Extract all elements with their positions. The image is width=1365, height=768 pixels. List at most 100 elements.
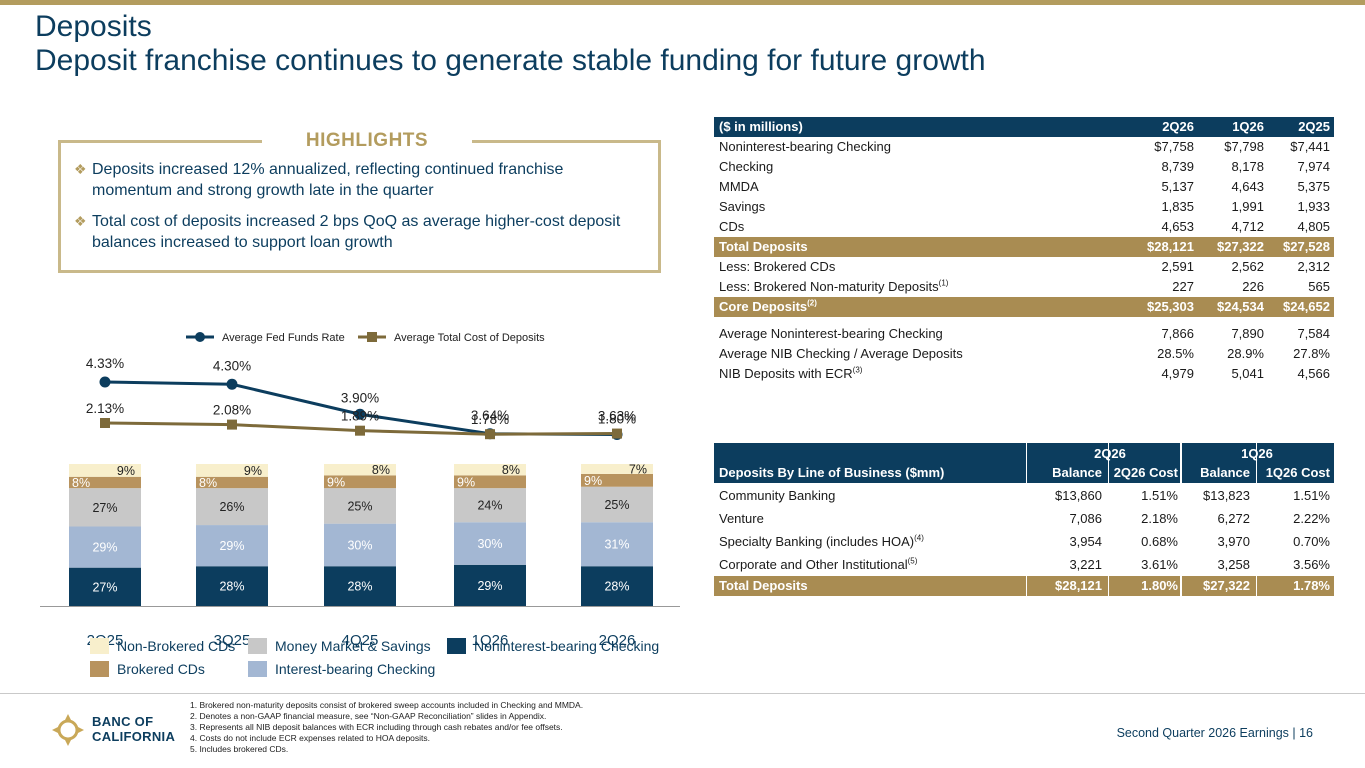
bar-segment xyxy=(196,464,268,477)
row-value: 0.68% xyxy=(1141,534,1178,549)
row-label: Community Banking xyxy=(719,488,836,503)
highlight-text: Total cost of deposits increased 2 bps Q… xyxy=(92,213,621,251)
bar-data-label: 27% xyxy=(92,580,117,594)
legend-swatch xyxy=(447,638,466,654)
logo-line-1: BANC OF xyxy=(92,714,154,729)
row-label: CDs xyxy=(719,219,745,234)
legend-marker xyxy=(367,332,377,342)
table-row: Venture 7,086 2.18% 6,272 2.22% xyxy=(714,507,1334,530)
line-point xyxy=(226,378,238,390)
highlight-item: ❖ Total cost of deposits increased 2 bps… xyxy=(74,211,634,253)
row-value: 4,653 xyxy=(1161,219,1194,234)
lob-col-cost-1q26: 1Q26 Cost xyxy=(1265,465,1330,480)
row-value: 1.78% xyxy=(1293,578,1330,593)
row-label: Corporate and Other Institutional(5) xyxy=(719,556,918,572)
lob-col-balance-2q26: Balance xyxy=(1052,465,1102,480)
bar-data-label: 29% xyxy=(477,579,502,593)
legend-label: Non-Brokered CDs xyxy=(117,638,235,654)
footnote: 2. Denotes a non-GAAP financial measure,… xyxy=(190,711,547,721)
line-point xyxy=(100,418,110,428)
row-value: $7,798 xyxy=(1224,139,1264,154)
row-value: 7,974 xyxy=(1297,159,1330,174)
row-value: 2,562 xyxy=(1231,259,1264,274)
line-point xyxy=(99,376,111,388)
row-value: 7,866 xyxy=(1161,326,1194,341)
row-label: Total Deposits xyxy=(719,239,808,254)
bar-segment xyxy=(69,464,141,477)
bar-data-label: 9% xyxy=(244,464,262,478)
bar-data-label: 9% xyxy=(457,475,475,489)
legend-swatch xyxy=(90,638,109,654)
bar-segment xyxy=(196,525,268,567)
highlight-text: Deposits increased 12% annualized, refle… xyxy=(92,161,564,199)
row-value: $27,322 xyxy=(1203,578,1250,593)
row-value: 7,086 xyxy=(1069,511,1102,526)
core-row: Core Deposits(2) $25,303 $24,534 $24,652 xyxy=(714,297,1334,317)
row-label: Less: Brokered Non-maturity Deposits(1) xyxy=(719,278,949,294)
row-value: 4,979 xyxy=(1161,366,1194,381)
bar-segment xyxy=(581,522,653,567)
diamond-bullet-icon: ❖ xyxy=(74,161,87,177)
legend-label: Money Market & Savings xyxy=(275,638,431,654)
lob-divider xyxy=(1108,443,1109,603)
bar-data-label: 30% xyxy=(477,537,502,551)
bar-segment xyxy=(324,488,396,524)
bar-data-label: 30% xyxy=(347,538,372,552)
row-value: 2,591 xyxy=(1161,259,1194,274)
row-value: $25,303 xyxy=(1147,299,1194,314)
line-data-label: 3.64% xyxy=(471,408,509,423)
row-value: 1,835 xyxy=(1161,199,1194,214)
row-value: 3,221 xyxy=(1069,557,1102,572)
row-label: Less: Brokered CDs xyxy=(719,259,836,274)
table-row: MMDA 5,137 4,643 5,375 xyxy=(714,177,1334,197)
bar-data-label: 27% xyxy=(92,501,117,515)
row-value: 3.56% xyxy=(1293,557,1330,572)
table-row: Average NIB Checking / Average Deposits 2… xyxy=(714,344,1334,364)
row-value: 1.51% xyxy=(1293,488,1330,503)
row-value: 1,991 xyxy=(1231,199,1264,214)
row-value: $13,860 xyxy=(1055,488,1102,503)
x-tick-label: 4Q25 xyxy=(342,632,379,649)
line-data-label: 2.08% xyxy=(213,403,251,418)
row-value: 0.70% xyxy=(1293,534,1330,549)
row-value: 5,041 xyxy=(1231,366,1264,381)
lob-divider xyxy=(1180,443,1182,603)
line-data-label: 1.89% xyxy=(341,409,379,424)
legend-label: Average Fed Funds Rate xyxy=(222,332,345,344)
row-value: 8,739 xyxy=(1161,159,1194,174)
lob-divider xyxy=(1026,443,1027,603)
bar-segment xyxy=(581,486,653,523)
x-tick-label: 3Q25 xyxy=(214,632,251,649)
bar-segment xyxy=(69,567,141,606)
table-row: Noninterest-bearing Checking $7,758 $7,798… xyxy=(714,137,1334,157)
table-row: NIB Deposits with ECR(3) 4,979 5,041 4,566 xyxy=(714,364,1334,384)
lob-header-row: Deposits By Line of Business ($mm) 2Q26 … xyxy=(714,443,1334,483)
row-label: Noninterest-bearing Checking xyxy=(719,139,891,154)
bar-segment xyxy=(454,475,526,489)
table-row: Community Banking $13,860 1.51% $13,823 1.51… xyxy=(714,484,1334,507)
deposits-summary-table: ($ in millions) 2Q26 1Q26 2Q25 Nonintere… xyxy=(714,117,1334,397)
row-value: 4,712 xyxy=(1231,219,1264,234)
line-data-label: 3.63% xyxy=(598,409,636,424)
legend-label: Noninterest-bearing Checking xyxy=(474,638,659,654)
line-data-label: 2.13% xyxy=(86,401,124,416)
row-value: 27.8% xyxy=(1293,346,1330,361)
line-data-label: 1.78% xyxy=(471,412,509,427)
lob-divider xyxy=(1256,443,1257,603)
diamond-bullet-icon: ❖ xyxy=(74,213,87,229)
row-label: Average Noninterest-bearing Checking xyxy=(719,326,943,341)
line-data-label: 4.30% xyxy=(213,358,251,373)
row-value: 227 xyxy=(1172,279,1194,294)
line-point xyxy=(485,429,495,440)
row-value: 4,643 xyxy=(1231,179,1264,194)
bar-data-label: 8% xyxy=(199,476,217,490)
bar-segment xyxy=(69,476,141,489)
row-label: Total Deposits xyxy=(719,578,808,593)
row-value: 5,375 xyxy=(1297,179,1330,194)
bar-data-label: 7% xyxy=(629,462,647,476)
bar-data-label: 28% xyxy=(604,580,629,594)
row-value: 2.22% xyxy=(1293,511,1330,526)
line-of-business-table: Deposits By Line of Business ($mm) 2Q26 … xyxy=(714,443,1334,603)
lob-col-cost-2q26: 2Q26 Cost xyxy=(1113,465,1178,480)
row-value: 28.9% xyxy=(1227,346,1264,361)
